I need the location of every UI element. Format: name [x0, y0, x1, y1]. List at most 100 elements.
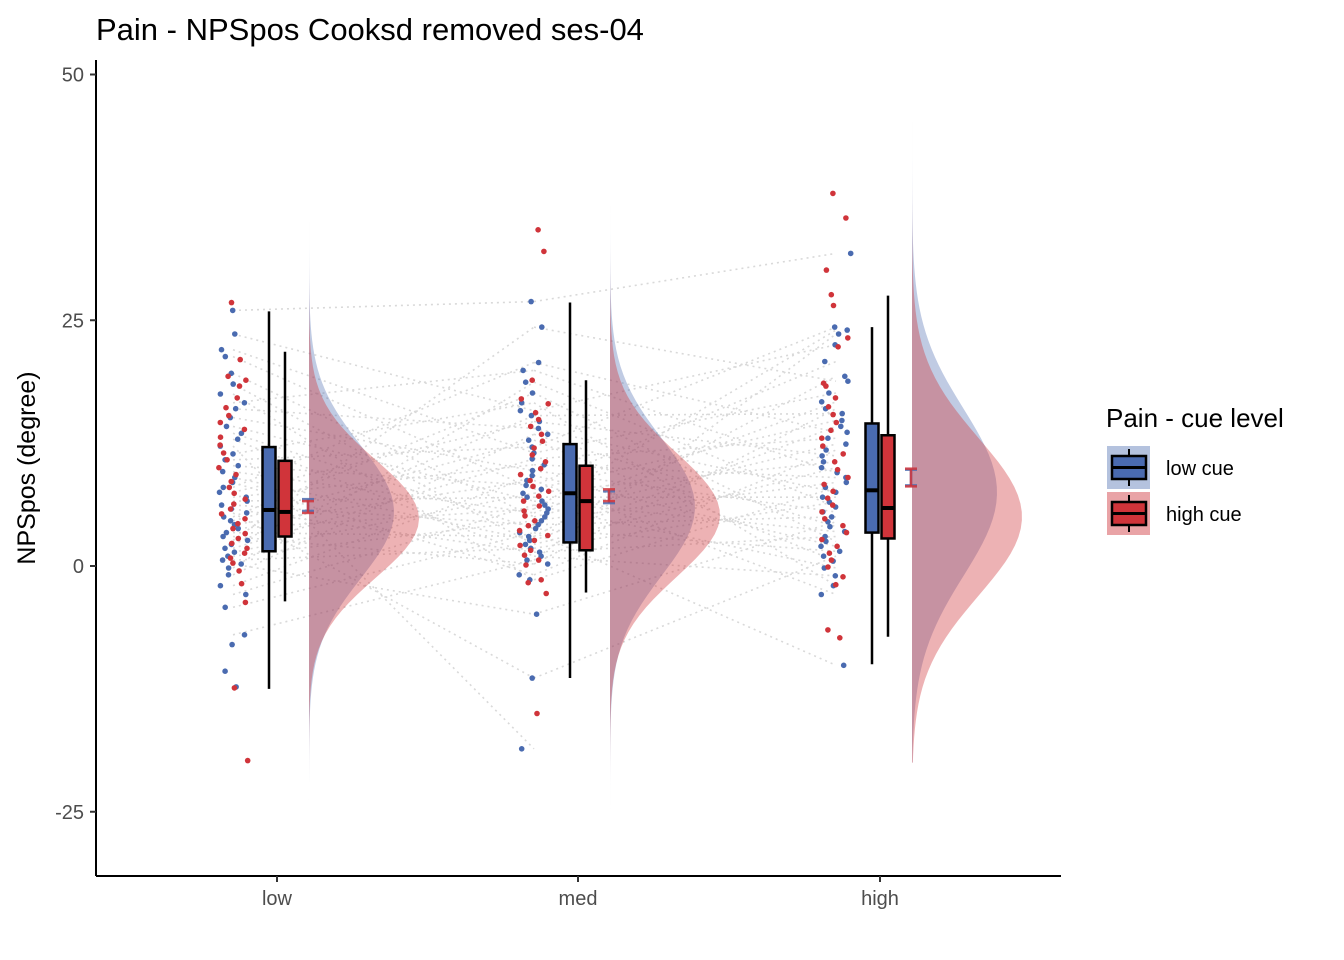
point-low-cue [225, 565, 232, 571]
connector-line [533, 466, 837, 546]
point-high-cue [833, 581, 839, 588]
point-high-cue [241, 550, 248, 556]
point-low-cue [229, 307, 236, 314]
point-low-cue [244, 537, 251, 544]
point-high-cue [231, 685, 238, 691]
point-high-cue [537, 465, 544, 472]
point-high-cue [521, 552, 528, 558]
point-high-cue [237, 356, 243, 363]
point-high-cue [830, 190, 836, 197]
point-low-cue [217, 582, 224, 589]
point-low-cue [232, 331, 238, 337]
boxplot-high-cue-med-box [578, 464, 594, 552]
point-high-cue [541, 248, 547, 255]
connector-line [533, 474, 837, 548]
point-low-cue [528, 298, 534, 305]
point-low-cue [828, 514, 835, 520]
point-low-cue [241, 632, 248, 638]
point-high-cue [230, 560, 236, 566]
point-low-cue [219, 468, 226, 475]
point-low-cue [843, 441, 849, 447]
connector-line [232, 407, 535, 430]
point-low-cue [529, 467, 536, 474]
point-low-cue [217, 391, 224, 397]
point-high-cue [535, 416, 542, 423]
connector-line [232, 470, 535, 514]
point-high-cue [829, 502, 836, 508]
connector-line [232, 547, 535, 561]
connector-line [533, 555, 837, 577]
point-high-cue [517, 542, 523, 549]
connector-line [232, 439, 535, 522]
x-tick-label: med [559, 888, 598, 910]
point-low-cue [216, 489, 223, 496]
point-low-cue [832, 573, 839, 579]
point-low-cue [842, 373, 848, 380]
point-high-cue [823, 383, 829, 389]
point-high-cue [819, 435, 825, 442]
point-high-cue [845, 335, 851, 341]
point-low-cue [535, 425, 542, 432]
point-low-cue [222, 545, 228, 552]
point-high-cue [236, 568, 242, 574]
point-low-cue [235, 462, 241, 469]
point-high-cue [226, 412, 232, 419]
point-high-cue [833, 419, 840, 426]
point-high-cue [535, 557, 542, 563]
point-high-cue [545, 401, 551, 407]
connector-line [232, 563, 535, 615]
legend-label-low-cue: low cue [1166, 458, 1234, 480]
boxplot-high-cue-low-box [277, 459, 293, 538]
point-low-cue [524, 557, 530, 563]
point-high-cue [233, 471, 239, 478]
connector-line [533, 463, 837, 479]
point-low-cue [818, 464, 825, 471]
connector-line [533, 521, 837, 615]
point-low-cue [526, 537, 533, 544]
point-high-cue [242, 516, 248, 522]
connector-line [232, 458, 535, 550]
point-high-cue [830, 411, 836, 418]
point-high-cue [228, 478, 234, 485]
connector-line [232, 481, 535, 576]
point-low-cue [234, 436, 241, 443]
point-high-cue [840, 451, 846, 457]
connector-line [232, 531, 535, 609]
point-low-cue [539, 498, 545, 504]
point-low-cue [222, 604, 228, 611]
point-high-cue [828, 557, 835, 563]
connector-line [232, 559, 535, 636]
point-high-cue [234, 395, 240, 401]
point-high-cue [527, 477, 533, 484]
point-high-cue [840, 574, 846, 580]
point-low-cue [844, 429, 850, 436]
point-high-cue [229, 540, 235, 547]
point-low-cue [836, 548, 843, 555]
point-low-cue [520, 490, 526, 497]
point-low-cue [231, 549, 238, 555]
connector-line [533, 555, 837, 679]
point-high-cue [217, 442, 223, 448]
point-low-cue [826, 390, 832, 396]
point-low-cue [542, 502, 548, 508]
point-low-cue [839, 410, 845, 417]
point-low-cue [529, 390, 536, 396]
connector-line [533, 486, 837, 581]
connector-line [533, 402, 837, 587]
point-low-cue [522, 541, 529, 548]
point-low-cue [230, 381, 236, 387]
point-high-cue [529, 452, 536, 458]
point-low-cue [831, 324, 838, 330]
point-low-cue [535, 359, 542, 366]
point-high-cue [525, 579, 531, 586]
point-low-cue [818, 543, 824, 550]
boxplot-high-cue-high-box [880, 434, 896, 540]
connector-line [533, 437, 837, 460]
point-low-cue [845, 378, 851, 385]
y-tick-label: 25 [62, 310, 84, 332]
connector-line [533, 392, 837, 543]
legend-title: Pain - cue level [1106, 403, 1284, 433]
density-high-cue-med [610, 153, 720, 802]
point-high-cue [227, 555, 234, 561]
point-high-cue [825, 564, 831, 570]
